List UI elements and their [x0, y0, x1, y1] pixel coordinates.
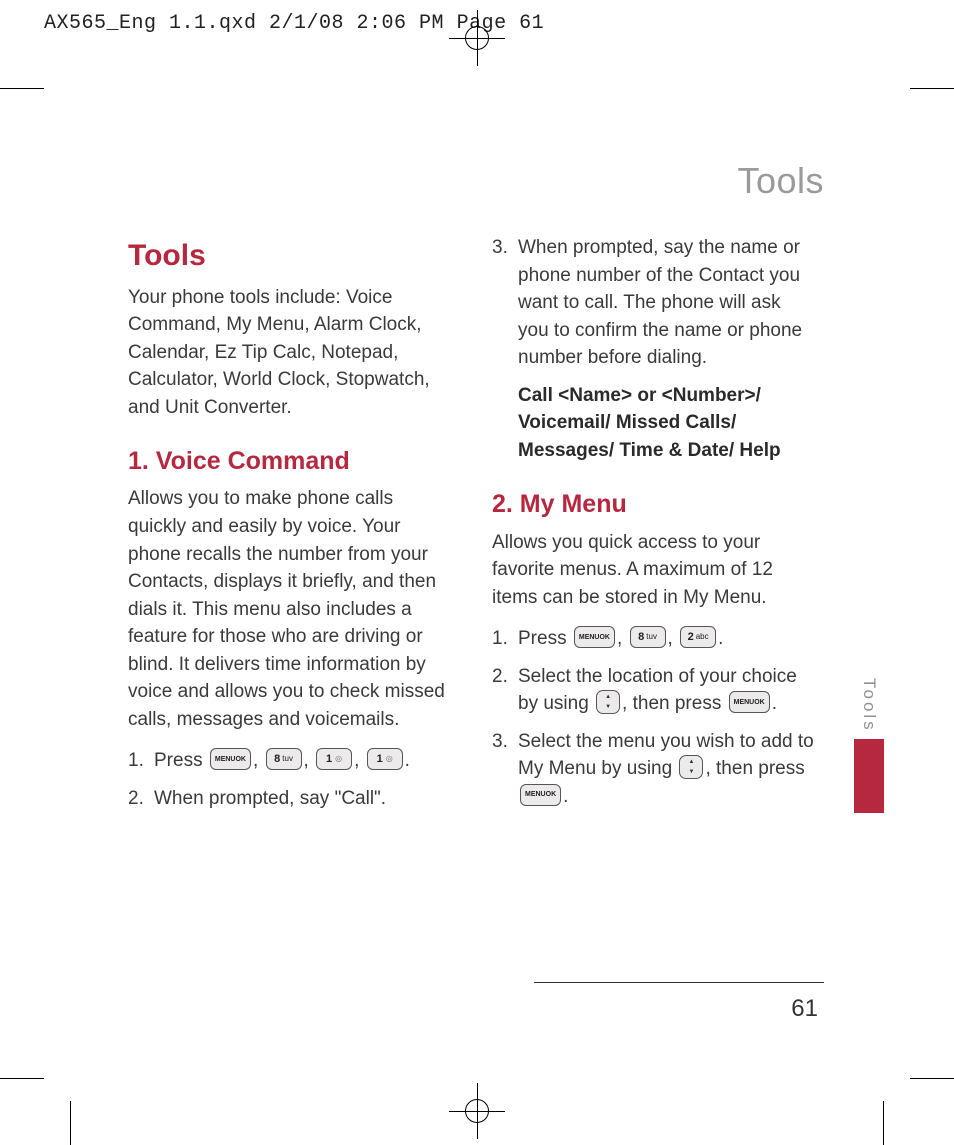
voice-command-options: Call <Name> or <Number>/ Voicemail/ Miss… — [518, 382, 816, 465]
vc-step-1: 1. Press MENUOK, , , . — [128, 747, 452, 775]
key-8-icon — [630, 626, 666, 648]
step-text-fragment: , then press — [705, 758, 804, 779]
key-8-icon — [266, 748, 302, 770]
side-tab: Tools — [854, 678, 884, 813]
crop-mark — [0, 88, 44, 89]
footer-rule — [534, 982, 824, 983]
voice-command-intro: Allows you to make phone calls quickly a… — [128, 485, 452, 733]
crop-mark — [0, 1078, 44, 1079]
side-tab-bar — [854, 739, 884, 813]
heading-tools: Tools — [128, 234, 452, 278]
vc-step-2: 2. When prompted, say "Call". — [128, 785, 452, 813]
step-number: 1. — [128, 747, 154, 775]
menu-ok-key-icon: MENUOK — [520, 784, 561, 806]
page-number: 61 — [791, 995, 818, 1023]
crop-mark — [883, 1101, 884, 1145]
registration-mark-bottom — [457, 1091, 497, 1131]
my-menu-intro: Allows you quick access to your favorite… — [492, 529, 816, 612]
body-content: Tools Your phone tools include: Voice Co… — [128, 234, 816, 979]
step-text: Press MENUOK, , . — [518, 625, 816, 653]
tools-intro: Your phone tools include: Voice Command,… — [128, 284, 452, 422]
step-text: When prompted, say "Call". — [154, 785, 452, 813]
crop-mark — [910, 88, 954, 89]
step-number: 1. — [492, 625, 518, 653]
step-number: 2. — [492, 663, 518, 718]
crop-mark — [70, 1101, 71, 1145]
running-head: Tools — [737, 160, 824, 202]
heading-my-menu: 2. My Menu — [492, 486, 816, 522]
step-text-fragment: Press — [518, 628, 572, 649]
key-1-icon — [367, 748, 403, 770]
key-1-icon — [316, 748, 352, 770]
nav-key-icon — [596, 690, 620, 714]
registration-mark-top — [457, 18, 497, 58]
step-text: Select the location of your choice by us… — [518, 663, 816, 718]
step-text-fragment: Press — [154, 750, 208, 771]
mm-step-3: 3. Select the menu you wish to add to My… — [492, 728, 816, 811]
side-tab-label: Tools — [859, 678, 879, 733]
crop-mark — [910, 1078, 954, 1079]
step-text-fragment: , then press — [622, 693, 727, 714]
page-area: Tools Tools Your phone tools include: Vo… — [70, 88, 884, 1079]
mm-step-1: 1. Press MENUOK, , . — [492, 625, 816, 653]
key-2-icon — [680, 626, 716, 648]
nav-key-icon — [679, 755, 703, 779]
menu-ok-key-icon: MENUOK — [729, 691, 770, 713]
heading-voice-command: 1. Voice Command — [128, 443, 452, 479]
mm-step-2: 2. Select the location of your choice by… — [492, 663, 816, 718]
step-text: Press MENUOK, , , . — [154, 747, 452, 775]
step-text: Select the menu you wish to add to My Me… — [518, 728, 816, 811]
step-number: 3. — [492, 728, 518, 811]
vc-step-3: 3. When prompted, say the name or phone … — [492, 234, 816, 372]
menu-ok-key-icon: MENUOK — [574, 626, 615, 648]
step-number: 2. — [128, 785, 154, 813]
menu-ok-key-icon: MENUOK — [210, 748, 251, 770]
step-number: 3. — [492, 234, 518, 372]
step-text: When prompted, say the name or phone num… — [518, 234, 816, 372]
